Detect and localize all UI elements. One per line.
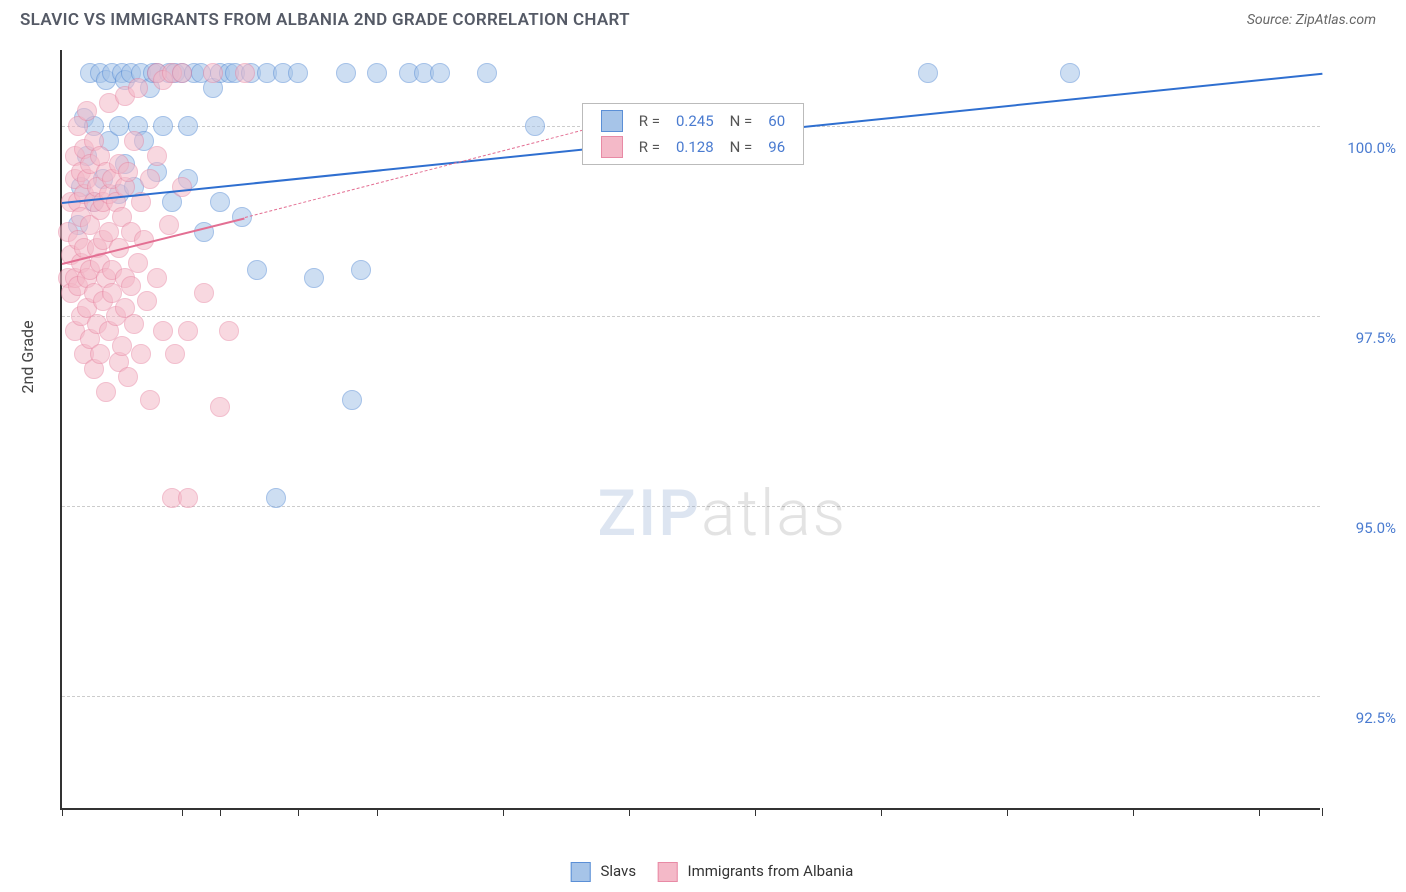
x-tick bbox=[220, 808, 221, 816]
x-tick bbox=[881, 808, 882, 816]
chart-title: SLAVIC VS IMMIGRANTS FROM ALBANIA 2ND GR… bbox=[20, 10, 630, 30]
data-point bbox=[342, 390, 362, 410]
data-point bbox=[159, 215, 179, 235]
x-tick bbox=[377, 808, 378, 816]
data-point bbox=[178, 488, 198, 508]
data-point bbox=[128, 253, 148, 273]
data-point bbox=[525, 116, 545, 136]
y-tick-label: 95.0% bbox=[1330, 519, 1396, 537]
data-point bbox=[288, 63, 308, 83]
y-tick-label: 100.0% bbox=[1330, 139, 1396, 157]
data-point bbox=[172, 63, 192, 83]
x-tick bbox=[1133, 808, 1134, 816]
x-tick bbox=[755, 808, 756, 816]
data-point bbox=[918, 63, 938, 83]
x-tick bbox=[1007, 808, 1008, 816]
x-tick bbox=[1259, 808, 1260, 816]
data-point bbox=[235, 63, 255, 83]
source-attribution: Source: ZipAtlas.com bbox=[1247, 12, 1376, 28]
data-point bbox=[477, 63, 497, 83]
gridline bbox=[62, 696, 1320, 697]
x-tick bbox=[1322, 808, 1323, 816]
data-point bbox=[137, 291, 157, 311]
gridline bbox=[62, 316, 1320, 317]
data-point bbox=[96, 382, 116, 402]
data-point bbox=[247, 260, 267, 280]
x-tick bbox=[62, 808, 63, 816]
data-point bbox=[128, 78, 148, 98]
data-point bbox=[194, 283, 214, 303]
data-point bbox=[210, 397, 230, 417]
data-point bbox=[140, 390, 160, 410]
data-point bbox=[351, 260, 371, 280]
x-tick bbox=[629, 808, 630, 816]
data-point bbox=[153, 116, 173, 136]
data-point bbox=[109, 116, 129, 136]
data-point bbox=[367, 63, 387, 83]
data-point bbox=[90, 344, 110, 364]
legend-swatch-slavs bbox=[571, 862, 591, 882]
data-point bbox=[124, 314, 144, 334]
chart-header: SLAVIC VS IMMIGRANTS FROM ALBANIA 2ND GR… bbox=[0, 0, 1406, 38]
data-point bbox=[1060, 63, 1080, 83]
data-point bbox=[172, 177, 192, 197]
data-point bbox=[266, 488, 286, 508]
data-point bbox=[304, 268, 324, 288]
data-point bbox=[77, 101, 97, 121]
data-point bbox=[210, 192, 230, 212]
legend-label-slavs: Slavs bbox=[600, 862, 636, 880]
scatter-plot-area: 92.5%95.0%97.5%100.0%ZIPatlasR =0.245N =… bbox=[60, 50, 1320, 810]
x-tick bbox=[503, 808, 504, 816]
data-point bbox=[118, 162, 138, 182]
data-point bbox=[147, 146, 167, 166]
data-point bbox=[124, 131, 144, 151]
legend-label-albania: Immigrants from Albania bbox=[688, 862, 854, 880]
data-point bbox=[178, 321, 198, 341]
data-point bbox=[219, 321, 239, 341]
legend-swatch-albania bbox=[658, 862, 678, 882]
y-tick-label: 92.5% bbox=[1330, 709, 1396, 727]
data-point bbox=[178, 116, 198, 136]
legend-bottom: Slavs Immigrants from Albania bbox=[553, 862, 854, 882]
data-point bbox=[203, 63, 223, 83]
data-point bbox=[336, 63, 356, 83]
x-tick bbox=[182, 808, 183, 816]
data-point bbox=[112, 336, 132, 356]
watermark: ZIPatlas bbox=[598, 476, 848, 551]
data-point bbox=[121, 276, 141, 296]
legend-correlation-box: R =0.245N =60R =0.128N =96 bbox=[582, 103, 804, 165]
trend-line bbox=[245, 126, 598, 218]
data-point bbox=[165, 344, 185, 364]
data-point bbox=[147, 268, 167, 288]
data-point bbox=[153, 321, 173, 341]
gridline bbox=[62, 506, 1320, 507]
data-point bbox=[430, 63, 450, 83]
y-axis-title: 2nd Grade bbox=[18, 320, 37, 393]
data-point bbox=[140, 169, 160, 189]
x-tick bbox=[298, 808, 299, 816]
y-tick-label: 97.5% bbox=[1330, 329, 1396, 347]
data-point bbox=[131, 344, 151, 364]
data-point bbox=[118, 367, 138, 387]
